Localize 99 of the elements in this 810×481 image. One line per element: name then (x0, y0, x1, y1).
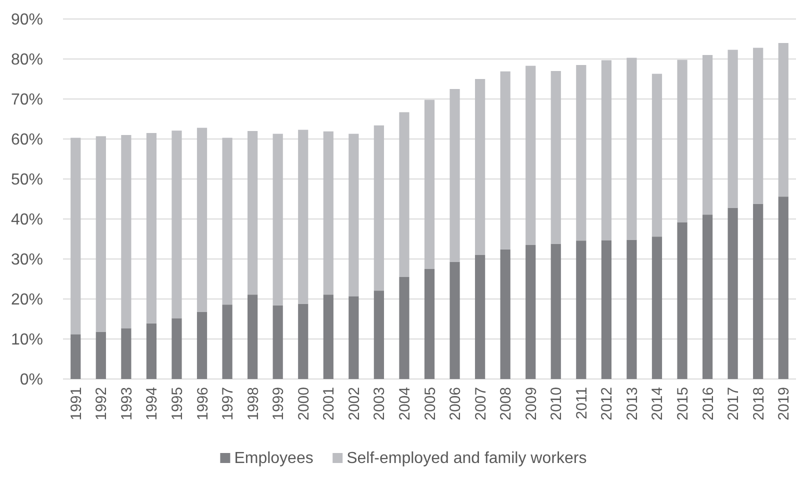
x-tick-label: 2014 (649, 387, 666, 420)
x-tick-label: 2004 (396, 387, 414, 420)
x-tick-label: 2015 (674, 387, 692, 420)
bar (222, 304, 232, 379)
bar (424, 269, 435, 379)
x-tick-label: 2012 (598, 387, 616, 420)
y-tick-label: 70% (10, 92, 43, 109)
x-tick-label: 2007 (472, 387, 490, 420)
bar (677, 222, 688, 379)
x-tick-label: 1999 (270, 387, 288, 420)
bar (601, 60, 612, 240)
bar (450, 262, 460, 379)
bar (626, 58, 637, 240)
bar (196, 312, 208, 379)
bar (348, 296, 359, 379)
bar (424, 100, 435, 269)
bar (399, 277, 410, 379)
bar (196, 128, 208, 312)
bar (222, 138, 232, 305)
x-tick-label: 2008 (498, 387, 515, 420)
bar (626, 240, 637, 379)
bar (248, 294, 258, 379)
bar (778, 196, 788, 379)
x-tick-label: 2009 (522, 387, 540, 420)
x-tick-label: 1994 (144, 387, 161, 420)
bar (323, 294, 334, 379)
y-tick-label: 90% (10, 12, 43, 29)
y-tick-label: 60% (10, 132, 43, 149)
bar (526, 245, 536, 379)
bar (248, 131, 258, 295)
bar (702, 214, 713, 379)
bar (576, 65, 586, 241)
x-tick-label: 1991 (68, 387, 85, 420)
y-tick-label: 20% (10, 292, 43, 309)
bar (652, 74, 662, 237)
bar (728, 208, 738, 379)
bar (374, 290, 384, 379)
bar (474, 255, 486, 379)
bar (576, 240, 586, 379)
bar (778, 43, 788, 197)
x-tick-label: 2003 (371, 387, 388, 420)
x-tick-label: 2016 (700, 387, 717, 420)
bar (526, 66, 536, 245)
legend-label: Self-employed and family workers (346, 450, 587, 467)
x-tick-label: 2002 (346, 387, 363, 420)
bar (172, 318, 182, 379)
bar (500, 71, 510, 250)
y-tick-label: 40% (10, 212, 43, 229)
x-tick-label: 1993 (118, 387, 136, 420)
bar (70, 334, 81, 379)
bar (96, 136, 106, 332)
bar (298, 304, 308, 379)
x-tick-label: 1992 (93, 387, 110, 420)
bar (121, 328, 132, 379)
x-tick-label: 2017 (725, 387, 742, 420)
x-tick-label: 1996 (194, 387, 212, 420)
bar (702, 55, 713, 215)
bar (96, 332, 106, 379)
x-tick-label: 2000 (295, 387, 312, 420)
x-tick-label: 2010 (548, 387, 566, 420)
y-tick-label: 80% (10, 52, 43, 69)
x-tick-label: 1997 (220, 387, 237, 420)
bar (121, 135, 132, 328)
y-tick-label: 50% (10, 172, 43, 189)
bar (323, 131, 334, 295)
bar (474, 79, 486, 255)
x-tick-label: 2013 (624, 387, 641, 420)
bar (550, 244, 561, 379)
bar (146, 323, 157, 379)
bar (753, 204, 764, 379)
y-tick-label: 30% (10, 252, 43, 269)
bar (677, 60, 688, 222)
x-tick-label: 1995 (168, 387, 186, 420)
bar (550, 71, 561, 244)
bar (348, 134, 359, 296)
bar (146, 133, 157, 324)
x-tick-label: 2011 (573, 387, 590, 420)
bar (450, 89, 460, 262)
x-tick-label: 2001 (320, 387, 338, 420)
bar (399, 112, 410, 277)
bar (652, 236, 662, 379)
x-tick-label: 2018 (750, 387, 768, 420)
bar (728, 50, 738, 208)
x-tick-label: 2006 (447, 387, 464, 420)
bar (172, 130, 182, 318)
x-tick-label: 2019 (776, 387, 793, 420)
bar (500, 249, 510, 379)
bar (272, 305, 283, 379)
x-tick-label: 2005 (422, 387, 439, 420)
y-tick-label: 10% (10, 332, 43, 349)
legend-label: Employees (234, 450, 314, 467)
bar (601, 240, 612, 379)
bar (298, 130, 308, 304)
bar (374, 125, 384, 291)
y-tick-label: 0% (20, 372, 43, 389)
bar (272, 134, 283, 306)
x-tick-label: 1998 (244, 387, 262, 420)
bar (70, 138, 81, 334)
bar (753, 48, 764, 204)
